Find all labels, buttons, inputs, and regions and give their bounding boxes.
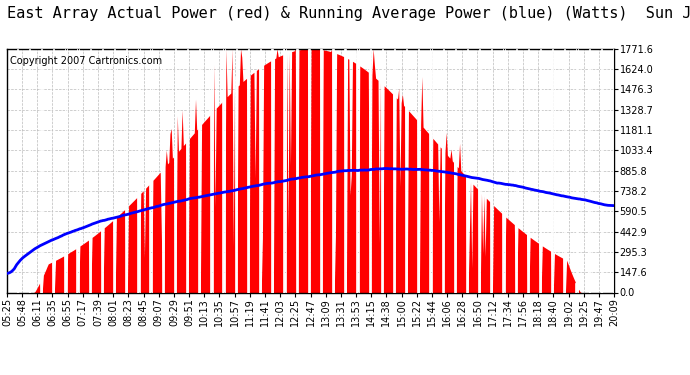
Text: Copyright 2007 Cartronics.com: Copyright 2007 Cartronics.com bbox=[10, 56, 162, 66]
Text: East Array Actual Power (red) & Running Average Power (blue) (Watts)  Sun Jul 15: East Array Actual Power (red) & Running … bbox=[7, 6, 690, 21]
